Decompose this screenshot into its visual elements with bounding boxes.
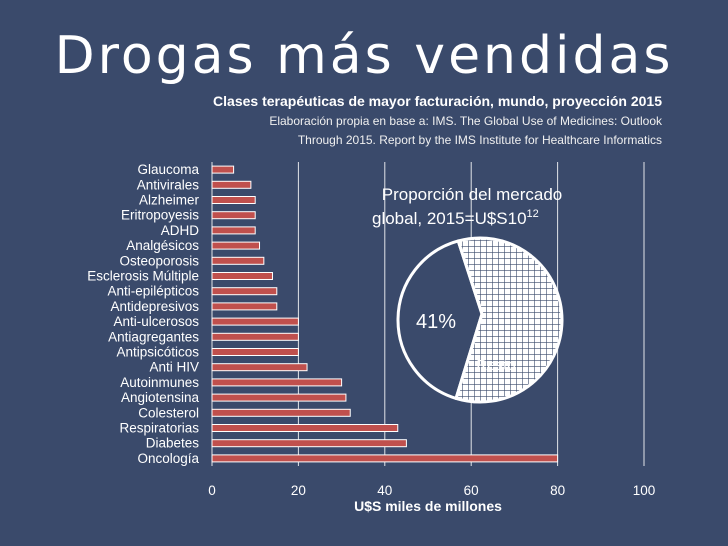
pie-slice bbox=[454, 236, 564, 404]
pie-label-share: 41% bbox=[416, 311, 456, 333]
bar bbox=[211, 393, 347, 402]
bar bbox=[211, 256, 265, 265]
pie-title-text: global, 2015=U$S10 bbox=[372, 209, 527, 228]
category-label: Diabetes bbox=[146, 436, 200, 451]
category-label: Alzheimer bbox=[139, 193, 200, 208]
category-label: Analgésicos bbox=[126, 238, 199, 253]
bar bbox=[211, 226, 256, 235]
category-label: Esclerosis Múltiple bbox=[87, 269, 199, 284]
bar bbox=[211, 363, 308, 372]
category-label: Autoinmunes bbox=[120, 375, 199, 390]
category-label: Antiagregantes bbox=[108, 329, 199, 344]
x-tick-label: 0 bbox=[208, 483, 216, 498]
pie-chart: Proporción del mercado global, 2015=U$S1… bbox=[372, 185, 564, 404]
bar bbox=[211, 302, 278, 311]
x-axis-ticks: 0 20 40 60 80 100 bbox=[208, 483, 655, 498]
x-axis-label: U$S miles de millones bbox=[354, 498, 502, 514]
bar bbox=[211, 378, 343, 387]
category-label: Glaucoma bbox=[137, 162, 199, 177]
bar bbox=[211, 348, 299, 356]
x-tick-label: 100 bbox=[633, 483, 656, 498]
category-label: Anti-ulcerosos bbox=[113, 314, 199, 329]
bar bbox=[211, 272, 273, 280]
pie-label-rest: Resto bbox=[476, 357, 515, 374]
bar bbox=[211, 165, 235, 174]
bar bbox=[211, 287, 278, 296]
chart-subtitle: Clases terapéuticas de mayor facturación… bbox=[213, 93, 662, 109]
bar bbox=[211, 454, 559, 463]
category-label: Antivirales bbox=[137, 177, 200, 192]
pie-slices bbox=[396, 236, 564, 404]
source-line-1: Elaboración propia en base a: IMS. The G… bbox=[269, 114, 662, 128]
bar bbox=[211, 439, 407, 448]
x-tick-label: 40 bbox=[377, 483, 392, 498]
category-label: Respiratorias bbox=[119, 421, 199, 436]
category-label: Angiotensina bbox=[121, 390, 200, 405]
bar-series bbox=[211, 165, 559, 463]
category-label: Oncología bbox=[137, 451, 199, 466]
bar bbox=[211, 424, 399, 432]
x-tick-label: 60 bbox=[464, 483, 479, 498]
category-labels: GlaucomaAntiviralesAlzheimerEritropoyesi… bbox=[87, 162, 199, 466]
category-label: Anti HIV bbox=[149, 360, 199, 375]
x-tick-label: 80 bbox=[550, 483, 565, 498]
category-label: Anti-epilépticos bbox=[107, 284, 199, 299]
category-label: ADHD bbox=[161, 223, 200, 238]
pie-title-line-2: global, 2015=U$S1012 bbox=[372, 208, 539, 228]
source-note: Elaboración propia en base a: IMS. The G… bbox=[162, 112, 662, 150]
pie-title-line-1: Proporción del mercado bbox=[382, 185, 562, 204]
category-label: Antipsicóticos bbox=[116, 345, 199, 360]
pie-slice bbox=[396, 239, 484, 400]
x-tick-label: 20 bbox=[291, 483, 306, 498]
bar bbox=[211, 241, 261, 250]
category-label: Eritropoyesis bbox=[121, 208, 199, 223]
source-line-2: Through 2015. Report by the IMS Institut… bbox=[297, 133, 662, 147]
bar bbox=[211, 408, 351, 417]
category-label: Antidepresivos bbox=[110, 299, 199, 314]
page-title: Drogas más vendidas bbox=[54, 26, 674, 86]
bar bbox=[211, 332, 299, 341]
category-label: Colesterol bbox=[138, 405, 199, 420]
pie-title-superscript: 12 bbox=[527, 208, 539, 220]
bar bbox=[211, 317, 299, 326]
bar bbox=[211, 180, 252, 189]
category-label: Osteoporosis bbox=[119, 253, 199, 268]
bar bbox=[211, 196, 256, 204]
bar bbox=[211, 211, 256, 220]
